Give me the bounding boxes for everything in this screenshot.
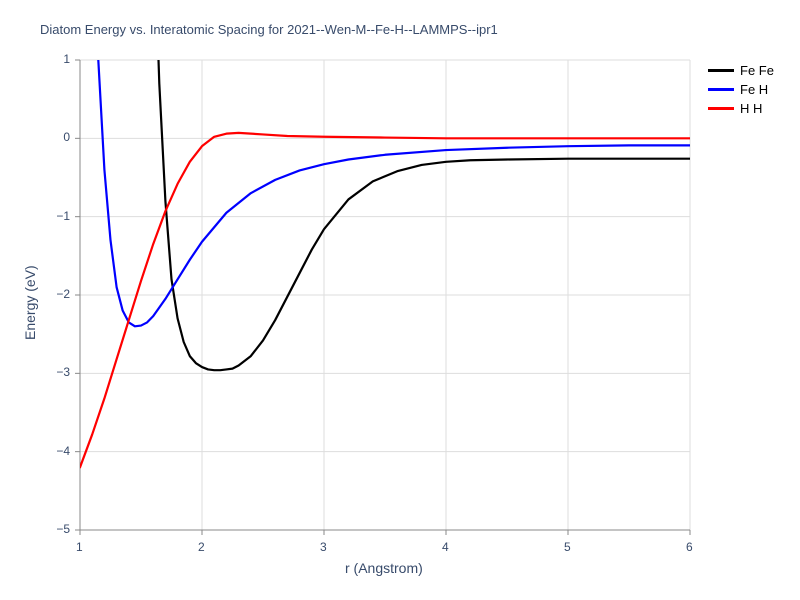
legend: Fe Fe Fe H H H	[708, 62, 774, 119]
y-tick: −4	[56, 444, 70, 458]
y-tick: −5	[56, 522, 70, 536]
x-tick: 6	[686, 540, 693, 554]
plot-area	[0, 0, 800, 600]
legend-item: H H	[708, 100, 774, 116]
x-tick: 3	[320, 540, 327, 554]
y-tick: 1	[63, 52, 70, 66]
legend-swatch	[708, 107, 734, 110]
y-tick: 0	[63, 130, 70, 144]
x-tick: 1	[76, 540, 83, 554]
legend-label: Fe H	[740, 82, 768, 97]
legend-item: Fe Fe	[708, 62, 774, 78]
y-tick: −2	[56, 287, 70, 301]
legend-label: Fe Fe	[740, 63, 774, 78]
y-tick: −3	[56, 365, 70, 379]
x-tick: 5	[564, 540, 571, 554]
legend-swatch	[708, 88, 734, 91]
legend-swatch	[708, 69, 734, 72]
y-tick: −1	[56, 209, 70, 223]
legend-label: H H	[740, 101, 762, 116]
x-tick: 2	[198, 540, 205, 554]
x-tick: 4	[442, 540, 449, 554]
legend-item: Fe H	[708, 81, 774, 97]
